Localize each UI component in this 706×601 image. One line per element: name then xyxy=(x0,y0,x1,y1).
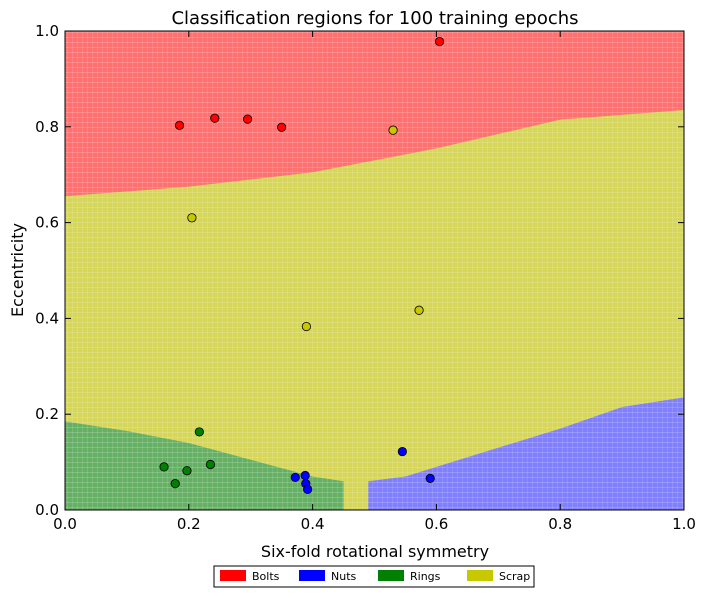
point-scrap xyxy=(187,213,197,223)
x-tick-label: 0.8 xyxy=(548,515,572,533)
point-bolts xyxy=(434,36,445,47)
legend-label-rings: Rings xyxy=(410,570,441,583)
point-scrap xyxy=(414,305,424,315)
point-rings xyxy=(159,462,169,472)
legend-label-scrap: Scrap xyxy=(499,570,530,583)
point-nuts xyxy=(397,446,407,457)
classification-regions xyxy=(65,31,684,510)
legend-swatch-bolts xyxy=(220,570,246,581)
point-scrap xyxy=(388,125,398,135)
point-bolts xyxy=(277,122,287,132)
point-rings xyxy=(182,466,192,476)
legend-swatch-nuts xyxy=(299,570,325,581)
point-rings xyxy=(170,479,180,489)
point-nuts xyxy=(425,473,435,483)
y-tick-label: 0.0 xyxy=(35,501,59,519)
legend-box xyxy=(213,565,535,588)
plot-frame xyxy=(64,30,685,511)
y-tick-label: 0.6 xyxy=(35,214,59,232)
y-tick-label: 0.4 xyxy=(35,309,59,327)
point-nuts xyxy=(300,470,310,481)
x-tick-label: 0.2 xyxy=(177,515,201,533)
legend-swatch-scrap xyxy=(467,570,493,581)
x-axis-label: Six-fold rotational symmetry xyxy=(261,542,489,561)
y-axis-ticks: 0.0 0.2 0.4 0.6 0.8 1.0 xyxy=(35,22,684,519)
point-rings xyxy=(205,459,216,470)
legend: Bolts Nuts Rings Scrap xyxy=(213,565,535,588)
chart-title: Classification regions for 100 training … xyxy=(171,8,578,29)
x-tick-label: 1.0 xyxy=(672,515,696,533)
point-scrap xyxy=(301,321,312,332)
legend-label-bolts: Bolts xyxy=(252,570,280,583)
x-axis-ticks: 0.0 0.2 0.4 0.6 0.8 1.0 xyxy=(53,31,696,533)
x-tick-label: 0.4 xyxy=(301,515,325,533)
y-tick-label: 1.0 xyxy=(35,22,59,40)
data-points xyxy=(159,36,445,495)
x-tick-label: 0.0 xyxy=(53,515,77,533)
point-bolts xyxy=(243,114,253,124)
y-tick-label: 0.2 xyxy=(35,405,59,423)
point-nuts xyxy=(303,484,313,495)
legend-swatch-rings xyxy=(378,570,404,581)
y-axis-label: Eccentricity xyxy=(8,223,27,317)
point-bolts xyxy=(210,113,220,123)
point-nuts xyxy=(290,472,300,483)
x-tick-label: 0.6 xyxy=(424,515,448,533)
legend-label-nuts: Nuts xyxy=(331,570,357,583)
point-bolts xyxy=(174,120,185,130)
y-tick-label: 0.8 xyxy=(35,118,59,136)
point-rings xyxy=(194,427,204,437)
